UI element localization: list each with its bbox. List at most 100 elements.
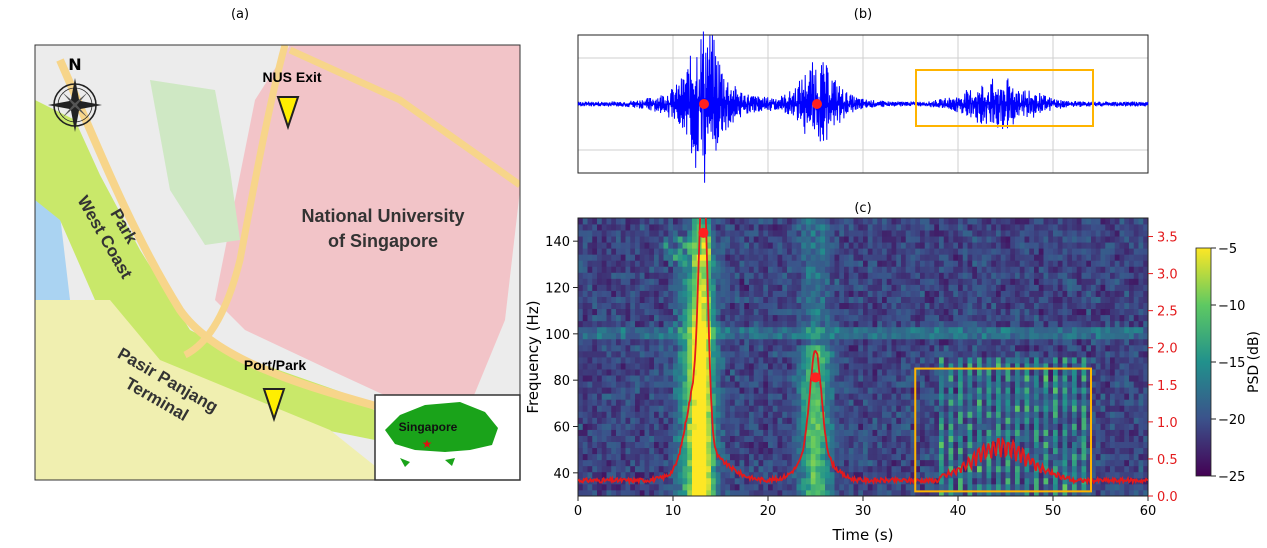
spectrogram-cell <box>967 326 973 334</box>
spectrogram-cell <box>844 290 850 297</box>
spectrogram-cell <box>910 363 916 370</box>
spectrogram-cell <box>977 369 983 376</box>
spectrogram-cell <box>749 375 755 382</box>
spectrogram-cell <box>1086 338 1092 346</box>
spectrogram-cell <box>1076 236 1082 243</box>
spectrogram-cell <box>592 411 598 418</box>
spectrogram-cell <box>578 411 584 418</box>
spectrogram-cell <box>791 435 797 443</box>
spectrogram-cell <box>701 441 707 449</box>
spectrogram-cell <box>882 338 888 346</box>
spectrogram-cell <box>587 224 593 231</box>
spectrogram-cell <box>815 369 821 376</box>
spectrogram-cell <box>734 477 740 485</box>
spectrogram-cell <box>953 326 959 334</box>
spectrogram-cell <box>905 357 911 364</box>
spectrogram-cell <box>796 326 802 334</box>
spectrogram-cell <box>806 230 812 237</box>
spectrogram-cell <box>753 483 759 491</box>
spectrogram-cell <box>1034 489 1040 496</box>
spectrogram-cell <box>601 363 607 370</box>
spectrogram-cell <box>848 369 854 376</box>
spectrogram-cell <box>1038 314 1044 322</box>
spectrogram-cell <box>1000 387 1006 394</box>
spectrogram-cell <box>597 423 603 430</box>
spectrogram-cell <box>867 381 873 388</box>
spectrogram-cell <box>620 387 626 394</box>
spectrogram-cell <box>796 236 802 243</box>
spectrogram-cell <box>772 471 778 479</box>
spectrogram-cell <box>1072 453 1078 461</box>
spectrogram-cell <box>620 302 626 310</box>
spectrogram-cell <box>768 387 774 394</box>
spectrogram-cell <box>986 266 992 273</box>
spectrogram-cell <box>886 393 892 400</box>
spectrogram-cell <box>772 344 778 352</box>
spectrogram-cell <box>677 236 683 243</box>
spectrogram-cell <box>972 489 978 496</box>
spectrogram-cell <box>820 284 826 291</box>
spectrogram-cell <box>744 326 750 334</box>
spectrogram-cell <box>1043 278 1049 285</box>
spectrogram-cell <box>725 314 731 322</box>
spectrogram-cell <box>801 399 807 406</box>
spectrogram-cell <box>730 423 736 430</box>
spectrogram-cell <box>825 260 831 267</box>
spectrogram-cell <box>967 254 973 261</box>
spectrogram-cell <box>711 363 717 370</box>
spectrogram-cell <box>1062 447 1068 455</box>
spectrogram-cell <box>1043 350 1049 358</box>
spectrogram-cell <box>649 284 655 291</box>
spectrogram-cell <box>872 483 878 491</box>
spectrogram-cell <box>905 344 911 352</box>
spectrogram-cell <box>848 272 854 279</box>
spectrogram-cell <box>853 290 859 297</box>
spectrogram-cell <box>820 260 826 267</box>
spectrogram-cell <box>749 483 755 491</box>
spectrogram-cell <box>844 344 850 352</box>
spectrogram-cell <box>896 278 902 285</box>
spectrogram-cell <box>616 266 622 273</box>
spectrogram-cell <box>924 248 930 255</box>
spectrogram-cell <box>715 296 721 304</box>
nus-label-line1: National University <box>301 206 464 226</box>
spectrogram-cell <box>996 290 1002 297</box>
spectrogram-cell <box>1043 314 1049 322</box>
spectrogram-cell <box>806 284 812 291</box>
spectrogram-cell <box>725 423 731 430</box>
spectrogram-cell <box>901 429 907 436</box>
spectrogram-cell <box>996 399 1002 406</box>
spectrogram-cell <box>848 453 854 461</box>
spectrogram-cell <box>943 483 949 491</box>
spectrogram-cell <box>1081 375 1087 382</box>
spectrogram-cell <box>929 489 935 496</box>
spectrogram-cell <box>920 369 926 376</box>
spectrogram-cell <box>820 218 826 225</box>
spectrogram-cell <box>1048 302 1054 310</box>
spectrogram-cell <box>863 489 869 496</box>
spectrogram-cell <box>725 435 731 443</box>
spectrogram-cell <box>877 308 883 316</box>
spectrogram-cell <box>687 375 693 382</box>
spectrogram-cell <box>606 278 612 285</box>
spectrogram-cell <box>996 363 1002 370</box>
spectrogram-cell <box>739 477 745 485</box>
spectrogram-cell <box>920 471 926 479</box>
spectrogram-cell <box>1057 224 1063 231</box>
spectrogram-cell <box>582 254 588 261</box>
spectrogram-cell <box>910 350 916 358</box>
spectrogram-cell <box>711 308 717 316</box>
spectrogram-cell <box>848 278 854 285</box>
spectrogram-cell <box>915 290 921 297</box>
spectrogram-cell <box>739 441 745 449</box>
spectrogram-cell <box>787 381 793 388</box>
spectrogram-cell <box>1086 453 1092 461</box>
spectrogram-cell <box>715 260 721 267</box>
spectrogram-cell <box>753 411 759 418</box>
spectrogram-cell <box>967 423 973 430</box>
spectrogram-cell <box>1057 248 1063 255</box>
spectrogram-cell <box>834 447 840 455</box>
spectrogram-cell <box>872 363 878 370</box>
spectrogram-cell <box>972 290 978 297</box>
spectrogram-cell <box>801 363 807 370</box>
